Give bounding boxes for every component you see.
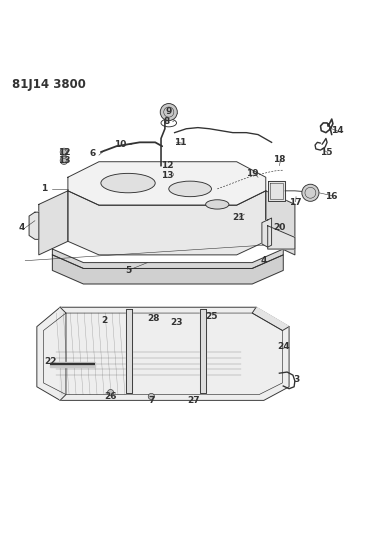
Text: 28: 28	[147, 314, 159, 324]
Polygon shape	[52, 249, 283, 269]
Text: 21: 21	[232, 214, 245, 222]
Polygon shape	[37, 307, 289, 400]
Text: 13: 13	[161, 171, 173, 180]
Text: 17: 17	[289, 198, 301, 207]
Ellipse shape	[101, 173, 155, 193]
Text: 22: 22	[44, 357, 57, 366]
Text: 19: 19	[246, 169, 258, 178]
Circle shape	[160, 103, 177, 120]
Polygon shape	[262, 218, 272, 247]
Polygon shape	[29, 212, 39, 239]
Text: 26: 26	[104, 392, 117, 401]
Polygon shape	[268, 181, 285, 200]
Text: 4: 4	[18, 223, 24, 232]
Text: 23: 23	[170, 318, 183, 327]
Polygon shape	[126, 309, 132, 393]
Text: 25: 25	[205, 312, 218, 321]
Text: 7: 7	[148, 396, 154, 405]
Circle shape	[302, 184, 319, 201]
Text: 12: 12	[161, 161, 173, 170]
Polygon shape	[200, 309, 206, 393]
Text: 12: 12	[58, 148, 70, 157]
Text: 5: 5	[125, 266, 131, 275]
Text: 8: 8	[164, 117, 170, 125]
Circle shape	[107, 390, 114, 395]
Text: 15: 15	[320, 148, 332, 157]
Text: 27: 27	[188, 396, 200, 405]
Polygon shape	[68, 161, 266, 205]
Polygon shape	[50, 361, 95, 367]
Text: 3: 3	[294, 375, 300, 384]
Text: 4: 4	[261, 256, 267, 265]
Polygon shape	[60, 307, 66, 400]
Text: 6: 6	[90, 149, 96, 158]
Text: 18: 18	[273, 155, 286, 164]
Polygon shape	[252, 307, 289, 330]
Ellipse shape	[169, 181, 211, 197]
Text: 14: 14	[331, 126, 344, 135]
Text: 13: 13	[58, 156, 70, 165]
Text: 2: 2	[102, 316, 108, 325]
Text: 10: 10	[114, 140, 126, 149]
Text: 1: 1	[42, 184, 48, 193]
Polygon shape	[266, 191, 295, 255]
Text: 11: 11	[174, 138, 187, 147]
Text: 9: 9	[166, 107, 172, 116]
Polygon shape	[68, 191, 266, 255]
Polygon shape	[52, 255, 283, 284]
Text: 20: 20	[273, 223, 286, 232]
Circle shape	[60, 157, 68, 165]
Polygon shape	[39, 191, 68, 255]
Text: 24: 24	[277, 342, 289, 351]
Ellipse shape	[206, 200, 229, 209]
Text: 81J14 3800: 81J14 3800	[12, 78, 85, 91]
Text: 16: 16	[326, 192, 338, 201]
Circle shape	[148, 393, 154, 400]
Circle shape	[60, 148, 68, 156]
Polygon shape	[268, 226, 295, 249]
